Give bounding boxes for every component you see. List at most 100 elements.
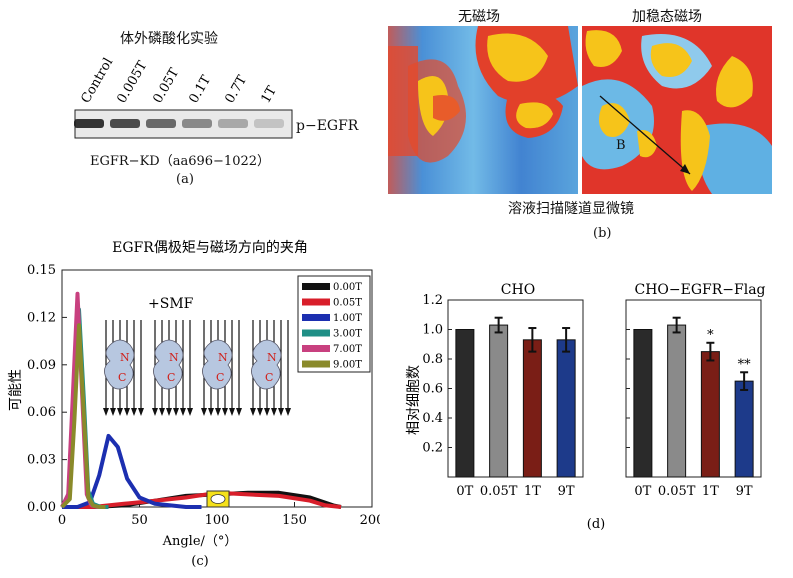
- molecule-n-label: N: [169, 351, 179, 364]
- field-arrowhead: [166, 408, 172, 416]
- caption-a: (a): [176, 172, 194, 187]
- molecule-c-label: C: [167, 371, 175, 384]
- field-arrowhead: [180, 408, 186, 416]
- lane-label: 0.05T: [150, 66, 182, 106]
- panel-a-title: 体外磷酸化实验: [120, 31, 218, 47]
- egfr-molecule: [104, 339, 135, 390]
- blot-band: [146, 119, 176, 128]
- legend-entry: 1.00T: [333, 313, 362, 324]
- legend-swatch: [302, 329, 330, 337]
- x-tick-label: 0T: [634, 484, 651, 499]
- field-arrowhead: [110, 408, 116, 416]
- y-tick-label: 0.8: [422, 352, 443, 367]
- bar: [489, 324, 509, 478]
- significance-mark: *: [707, 328, 714, 343]
- chart-d2-title: CHO−EGFR−Flag: [634, 282, 765, 298]
- field-arrowhead: [271, 408, 277, 416]
- significance-mark: **: [738, 357, 752, 372]
- chart-c-legend: 0.00T 0.05T 1.00T 3.00T 7.00T 9.00T: [297, 275, 371, 373]
- field-arrowhead: [103, 408, 109, 416]
- legend-entry: 0.05T: [333, 298, 362, 309]
- x-tick-label: 100: [205, 513, 230, 528]
- field-arrowhead: [173, 408, 179, 416]
- molecule-c-label: C: [216, 371, 224, 384]
- angle-chart-svg: EGFR偶极矩与磁场方向的夹角 0 50 100 150 200 0.00 0.03 0.06…: [8, 240, 384, 569]
- legend-swatch: [302, 314, 330, 321]
- blot-band: [254, 119, 284, 128]
- stm-right-title: 加稳态磁场: [632, 9, 702, 25]
- x-tick-label: 1T: [524, 484, 541, 499]
- field-arrowhead: [187, 408, 193, 416]
- y-tick-label: 0.15: [27, 263, 56, 278]
- y-tick-label: 0.6: [422, 382, 443, 397]
- caption-d: (d): [587, 517, 605, 532]
- stm-subtitle: 溶液扫描隧道显微镜: [508, 201, 634, 217]
- legend-swatch: [302, 298, 330, 306]
- x-tick-label: 0T: [456, 484, 473, 499]
- bar: [667, 324, 687, 478]
- y-tick-label: 0.06: [27, 405, 56, 420]
- angle-distribution-chart: EGFR偶极矩与磁场方向的夹角 0 50 100 150 200 0.00 0.03 0.06…: [0, 230, 384, 574]
- legend-box: [297, 275, 371, 373]
- molecule-c-label: C: [118, 371, 126, 384]
- series-line: [60, 323, 106, 509]
- egfr-molecule: [251, 339, 282, 390]
- field-arrow-label: B: [616, 138, 626, 153]
- lane-label: 0.005T: [114, 58, 150, 106]
- y-tick-label: 0.4: [422, 411, 443, 426]
- field-arrowhead: [208, 408, 214, 416]
- x-tick-label: 150: [282, 513, 307, 528]
- lane-label: 1T: [258, 84, 280, 106]
- legend-entry: 7.00T: [333, 344, 362, 355]
- field-direction-arrow: [599, 95, 691, 175]
- field-arrowhead: [152, 408, 158, 416]
- lane-label: 0.7T: [222, 73, 250, 106]
- field-arrowhead: [257, 408, 263, 416]
- egfr-molecule: [153, 339, 184, 390]
- field-arrowhead: [138, 408, 144, 416]
- y-tick-label: 1.0: [422, 323, 443, 338]
- cell-count-chart: 相对细胞数 CHO CHO−EGFR−Flag 0.2 0.4 0.6 0.8 1.0 1…: [400, 270, 793, 574]
- x-tick-label: 200: [360, 513, 380, 528]
- legend-entry: 9.00T: [333, 360, 362, 371]
- stm-image-no-field: [388, 26, 578, 194]
- bar: [734, 380, 754, 478]
- x-tick-label: 1T: [702, 484, 719, 499]
- x-tick-label: 0: [58, 513, 66, 528]
- cell-count-svg: 相对细胞数 CHO CHO−EGFR−Flag 0.2 0.4 0.6 0.8 1.0 1…: [406, 282, 766, 532]
- y-tick-label: 0.2: [422, 441, 443, 456]
- field-arrowhead: [124, 408, 130, 416]
- x-tick-label: 9T: [736, 484, 753, 499]
- blot-band: [182, 119, 212, 128]
- legend-entry: 0.00T: [333, 282, 362, 293]
- molecule-n-label: N: [120, 351, 130, 364]
- y-tick-label: 0.03: [27, 453, 56, 468]
- x-tick-label: 50: [131, 513, 148, 528]
- caption-b: (b): [593, 226, 612, 241]
- stm-left-title: 无磁场: [458, 9, 500, 25]
- construct-label: EGFR−KD（aa696−1022）: [90, 154, 271, 169]
- y-tick-label: 0.00: [27, 500, 56, 515]
- molecule-n-label: N: [267, 351, 277, 364]
- lane-label: Control: [78, 56, 116, 106]
- chart-d-ylabel: 相对细胞数: [406, 365, 422, 435]
- western-blot: Control 0.005T 0.05T 0.1T 0.7T 1T: [70, 40, 370, 160]
- y-tick-label: 1.2: [422, 293, 443, 308]
- field-arrowhead: [222, 408, 228, 416]
- y-tick-label: 0.12: [27, 310, 56, 325]
- legend-swatch: [302, 360, 330, 368]
- series-line: [62, 433, 202, 509]
- lane-label: 0.1T: [186, 73, 214, 106]
- stm-image-static-field: [582, 26, 772, 194]
- field-arrowhead: [236, 408, 242, 416]
- field-arrowhead: [159, 408, 165, 416]
- bar: [522, 339, 542, 478]
- speech-bubble-glyph: [210, 494, 226, 504]
- molecule-c-label: C: [265, 371, 273, 384]
- blot-band: [218, 119, 248, 128]
- chart-d1-title: CHO: [501, 282, 535, 298]
- x-tick-label: 0.05T: [480, 484, 518, 499]
- band-label: p−EGFR: [296, 118, 359, 134]
- egfr-molecule: [202, 339, 233, 390]
